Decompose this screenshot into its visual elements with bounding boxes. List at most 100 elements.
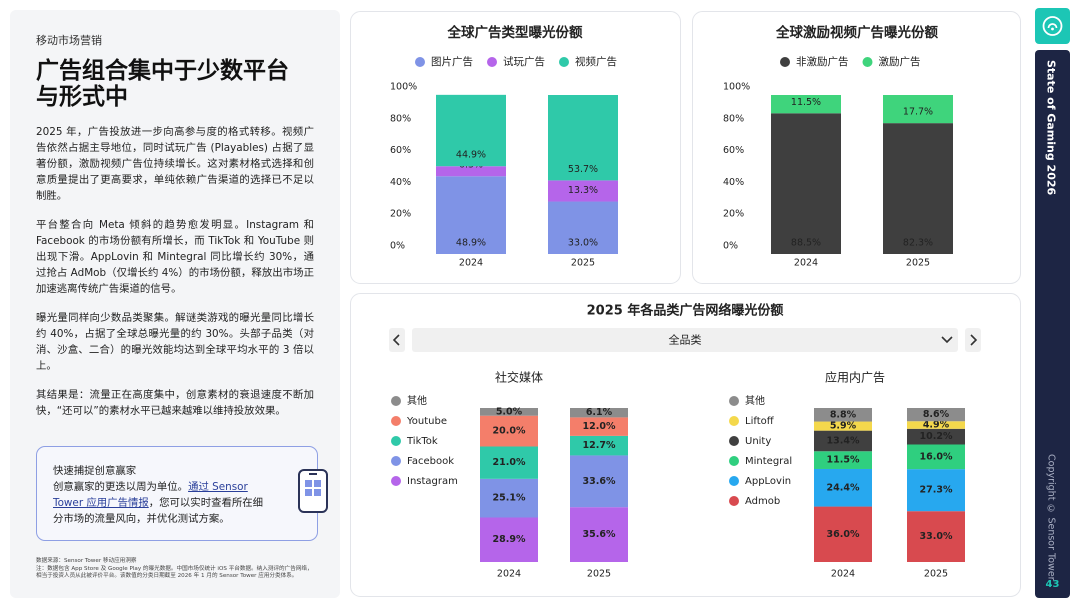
footnote: 注：数据包含 App Store 及 Google Play 的曝光数据。中国市…: [36, 565, 313, 580]
bar-segment: [814, 451, 872, 469]
heading-line: 与形式中: [36, 84, 128, 110]
bar-segment: [548, 180, 618, 202]
y-tick-label: 100%: [390, 82, 417, 93]
filter-label: 全品类: [669, 333, 702, 347]
value-label: 25.1%: [493, 493, 526, 504]
legend-marker: [780, 57, 790, 67]
paragraph: 其结果是：流量正在高度集中，创意素材的衰退速度不断加快，“还可以”的素材水平已越…: [36, 389, 314, 417]
bar-segment: [907, 421, 965, 429]
bar-segment: [771, 113, 841, 254]
legend-label: 视频广告: [575, 55, 617, 68]
value-label: 82.3%: [903, 238, 933, 249]
legend-marker: [391, 456, 401, 466]
value-label: 17.7%: [903, 107, 933, 118]
x-tick-label: 2024: [794, 258, 818, 269]
bar-segment: [814, 408, 872, 422]
y-tick-label: 80%: [390, 113, 411, 124]
value-label: 44.9%: [456, 150, 486, 161]
sidebar: State of Gaming 2026 Copyright © Sensor …: [1035, 50, 1070, 598]
legend-marker: [487, 57, 497, 67]
legend-label: Liftoff: [745, 416, 775, 427]
legend-marker: [729, 496, 739, 506]
section-label: 移动市场营销: [36, 34, 102, 47]
callout-text: 创意赢家的更迭以周为单位。通过 Sensor Tower 应用广告情报，您可以实…: [53, 479, 273, 527]
legend-marker: [729, 396, 739, 406]
value-label: 6.1%: [586, 407, 613, 418]
legend-marker: [391, 436, 401, 446]
value-label: 4.9%: [923, 420, 950, 431]
filter-dropdown[interactable]: [412, 328, 958, 352]
value-label: 20.0%: [493, 426, 526, 437]
heading: 广告组合集中于少数平台 与形式中: [36, 58, 314, 110]
value-label: 53.7%: [568, 164, 598, 175]
value-label: 16.0%: [920, 451, 953, 462]
next-arrow: [970, 334, 978, 346]
bar-segment: [436, 94, 506, 167]
callout-link[interactable]: 通过 Sensor Tower 应用广告情报: [53, 481, 248, 509]
bar-segment: [814, 468, 872, 507]
dropdown-chevron: [941, 336, 953, 344]
legend-label: 其他: [745, 394, 765, 407]
paragraph: 曝光量同样向少数品类聚集。解谜类游戏的曝光量同比增长约 40%，占据了全球总曝光…: [36, 312, 314, 372]
chart-title: 社交媒体: [495, 370, 543, 385]
y-tick-label: 0%: [723, 241, 738, 252]
callout-title: 快速捕捉创意赢家: [53, 465, 137, 477]
value-label: 48.9%: [456, 238, 486, 249]
bar-segment: [907, 408, 965, 422]
legend-marker: [729, 416, 739, 426]
value-label: 5.0%: [496, 406, 523, 417]
bar-segment: [883, 95, 953, 124]
y-tick-label: 0%: [390, 241, 405, 252]
y-tick-label: 60%: [390, 145, 411, 156]
y-tick-label: 40%: [723, 177, 744, 188]
value-label: 28.9%: [493, 534, 526, 545]
x-tick-label: 2024: [831, 569, 855, 580]
value-label: 8.6%: [923, 409, 950, 420]
value-label: 21.0%: [493, 457, 526, 468]
x-tick-label: 2025: [906, 258, 930, 269]
chart-title: 全球广告类型曝光份额: [447, 24, 583, 41]
bar-segment: [548, 95, 618, 181]
legend-marker: [862, 57, 873, 67]
report-name: State of Gaming 2026: [1044, 60, 1058, 196]
value-label: 11.5%: [827, 455, 860, 466]
footnotes: 数据来源：Sensor Tower 移动应用洞察 注：数据包含 App Stor…: [36, 558, 316, 581]
value-label: 88.5%: [791, 238, 821, 249]
legend-label: Youtube: [406, 416, 447, 427]
callout: 快速捕捉创意赢家 创意赢家的更迭以周为单位。通过 Sensor Tower 应用…: [36, 446, 318, 541]
callout-text: 创意赢家的更迭以周为单位。: [53, 481, 189, 493]
bar-segment: [883, 123, 953, 254]
y-tick-label: 40%: [390, 177, 411, 188]
value-label: 27.3%: [920, 485, 953, 496]
bar-segment: [570, 507, 628, 562]
chart-title: 全球激励视频广告曝光份额: [775, 24, 938, 41]
x-tick-label: 2025: [571, 258, 595, 269]
value-label: 8.8%: [830, 409, 857, 420]
value-label: 10.2%: [920, 431, 953, 442]
bar-segment: [570, 408, 628, 418]
x-tick-label: 2025: [587, 569, 611, 580]
legend-label: 图片广告: [431, 55, 473, 68]
legend-label: AppLovin: [745, 476, 791, 487]
next-button[interactable]: [965, 328, 981, 352]
prev-button[interactable]: [389, 328, 405, 352]
legend-label: TikTok: [406, 436, 438, 447]
bar-segment: [907, 469, 965, 512]
phone-icon: [298, 469, 328, 513]
y-tick-label: 60%: [723, 145, 744, 156]
value-label: 13.3%: [568, 185, 598, 196]
legend-marker: [559, 57, 569, 67]
text-panel: 移动市场营销 广告组合集中于少数平台 与形式中 2025 年，广告投放进一步向高…: [10, 10, 340, 598]
value-label: 33.0%: [920, 531, 953, 542]
legend-label: Unity: [745, 436, 771, 447]
legend-marker: [729, 436, 739, 446]
bar-segment: [570, 435, 628, 456]
legend-marker: [391, 416, 401, 426]
legend-marker: [415, 57, 425, 67]
legend-label: Instagram: [407, 476, 458, 487]
value-label: 13.4%: [827, 435, 860, 446]
legend-label: Admob: [745, 496, 780, 507]
bar-segment: [907, 444, 965, 470]
